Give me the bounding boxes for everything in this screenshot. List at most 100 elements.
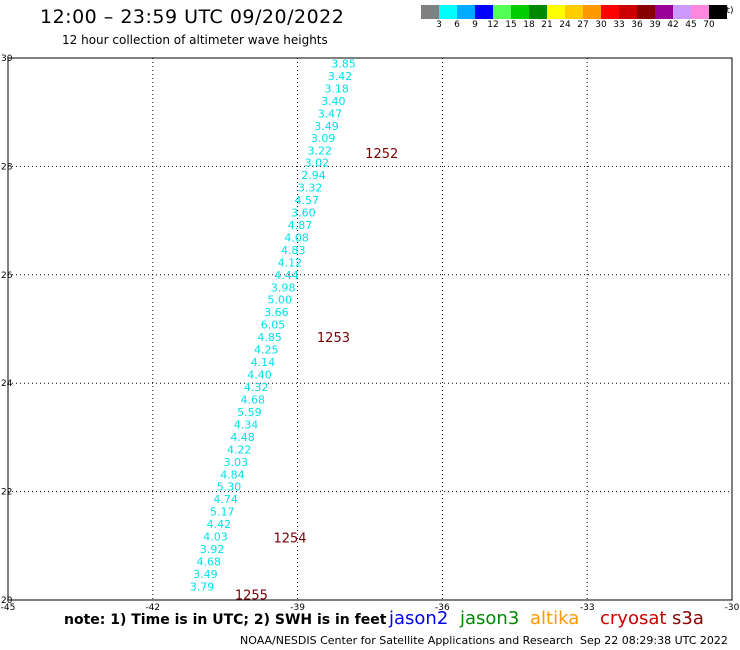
color-scale-label: 70 <box>703 20 715 30</box>
wave-height-label: 3.18 <box>324 82 349 95</box>
color-scale-label: 36 <box>631 20 643 30</box>
color-scale-label: 18 <box>523 20 535 30</box>
wave-height-label: 3.09 <box>311 132 336 145</box>
legend-item-cryosat: cryosat <box>600 608 667 629</box>
wave-height-label: 5.00 <box>267 294 292 307</box>
time-label: 1252 <box>365 147 398 162</box>
wave-height-label: 4.44 <box>274 269 299 282</box>
color-scale-label: 45 <box>685 20 697 30</box>
color-scale-label: 42 <box>667 20 679 30</box>
y-tick-label: 28 <box>1 162 13 172</box>
color-scale-label: 30 <box>595 20 607 30</box>
wave-height-label: 3.42 <box>328 70 353 83</box>
color-scale-label: 33 <box>613 20 625 30</box>
time-label: 1255 <box>235 589 268 604</box>
wave-height-label: 3.49 <box>314 120 339 133</box>
wave-height-label: 4.32 <box>244 381 269 394</box>
x-tick-label: -30 <box>725 603 740 613</box>
wave-height-label: 3.47 <box>318 107 343 120</box>
time-label: 1253 <box>317 331 350 346</box>
y-tick-label: 24 <box>1 379 13 389</box>
wave-height-label: 4.74 <box>213 493 238 506</box>
color-scale-swatch <box>655 5 673 19</box>
plot-frame <box>7 57 733 601</box>
color-scale-swatch <box>709 5 727 19</box>
color-scale-label: 3 <box>436 20 442 30</box>
wave-height-label: 3.22 <box>308 145 333 158</box>
wave-height-label: 5.30 <box>217 481 242 494</box>
wave-height-label: 4.40 <box>247 369 272 382</box>
color-scale-label: 27 <box>577 20 589 30</box>
color-scale-label: 24 <box>559 20 571 30</box>
legend-item-altika: altika <box>530 608 580 629</box>
wave-height-label: 4.22 <box>227 443 252 456</box>
wave-height-label: 4.68 <box>197 556 222 569</box>
legend-item-jason3: jason3 <box>460 608 520 629</box>
wave-height-label: 4.48 <box>230 431 255 444</box>
color-scale-legend: 3 6 9 12 15 18 21 24 27 30 33 36 39 42 45 70 (ft) <box>421 5 734 33</box>
y-tick-label: 26 <box>1 271 13 281</box>
time-label: 1254 <box>273 532 306 547</box>
color-scale-label: 15 <box>505 20 517 30</box>
wave-height-label: 3.60 <box>291 206 316 219</box>
wave-height-label: 4.83 <box>281 244 306 257</box>
wave-height-label: 4.12 <box>278 256 303 269</box>
color-scale-swatch <box>439 5 457 19</box>
wave-height-label: 4.03 <box>203 531 228 544</box>
wave-height-label: 3.92 <box>200 543 225 556</box>
color-scale-swatch <box>601 5 619 19</box>
wave-height-label: 5.59 <box>237 406 262 419</box>
wave-height-label: 4.08 <box>284 231 309 244</box>
color-scale-label: 9 <box>472 20 478 30</box>
wave-height-label: 4.87 <box>288 219 313 232</box>
color-scale-swatch <box>511 5 529 19</box>
color-scale-label: 21 <box>541 20 553 30</box>
wave-height-label: 3.85 <box>331 57 356 70</box>
wave-height-label: 4.57 <box>295 194 320 207</box>
page-subtitle: 12 hour collection of altimeter wave hei… <box>62 33 328 47</box>
color-scale-swatch <box>529 5 547 19</box>
wave-height-label: 4.25 <box>254 344 279 357</box>
legend-item-jason2: jason2 <box>389 608 449 629</box>
color-scale-swatch <box>565 5 583 19</box>
color-scale-swatch <box>691 5 709 19</box>
y-tick-label: 30 <box>1 54 13 64</box>
y-tick-label: 20 <box>1 596 13 606</box>
color-scale-swatch <box>421 5 439 19</box>
x-tick-label: -42 <box>145 603 160 613</box>
wave-height-label: 4.68 <box>240 393 265 406</box>
x-tick-label: -45 <box>1 603 16 613</box>
x-tick-label: -36 <box>435 603 450 613</box>
color-scale-label: 12 <box>487 20 499 30</box>
wave-height-label: 3.79 <box>190 580 215 593</box>
page-title: 12:00 – 23:59 UTC 09/20/2022 <box>40 6 345 28</box>
wave-height-label: 3.98 <box>271 281 296 294</box>
footer-timestamp: Sep 22 08:29:38 UTC 2022 <box>580 634 728 647</box>
legend-item-s3a: s3a <box>672 608 704 629</box>
wave-height-label: 2.94 <box>301 169 326 182</box>
wave-height-label: 4.85 <box>257 331 282 344</box>
y-tick-label: 22 <box>1 488 12 498</box>
wave-height-label: 4.34 <box>234 418 259 431</box>
wave-height-label: 4.84 <box>220 468 245 481</box>
wave-height-label: 4.14 <box>251 356 276 369</box>
wave-height-label: 3.49 <box>193 568 218 581</box>
color-scale-swatch <box>475 5 493 19</box>
wave-height-label: 5.17 <box>210 506 235 519</box>
color-scale-swatch <box>637 5 655 19</box>
wave-height-label: 4.42 <box>207 518 232 531</box>
color-scale-swatch <box>457 5 475 19</box>
wave-height-label: 3.03 <box>224 456 249 469</box>
wave-height-label: 6.05 <box>261 319 286 332</box>
color-scale-swatches <box>421 5 727 19</box>
color-scale-swatch <box>583 5 601 19</box>
color-scale-swatch <box>547 5 565 19</box>
wave-height-label: 3.32 <box>298 182 323 195</box>
color-scale-swatch <box>493 5 511 19</box>
footer-note: note: 1) Time is in UTC; 2) SWH is in fe… <box>64 612 387 628</box>
color-scale-labels: 3 6 9 12 15 18 21 24 27 30 33 36 39 42 45 70 <box>421 19 727 33</box>
footer-credit: NOAA/NESDIS Center for Satellite Applica… <box>240 634 574 647</box>
x-tick-label: -33 <box>580 603 595 613</box>
wave-height-label: 3.40 <box>321 95 346 108</box>
